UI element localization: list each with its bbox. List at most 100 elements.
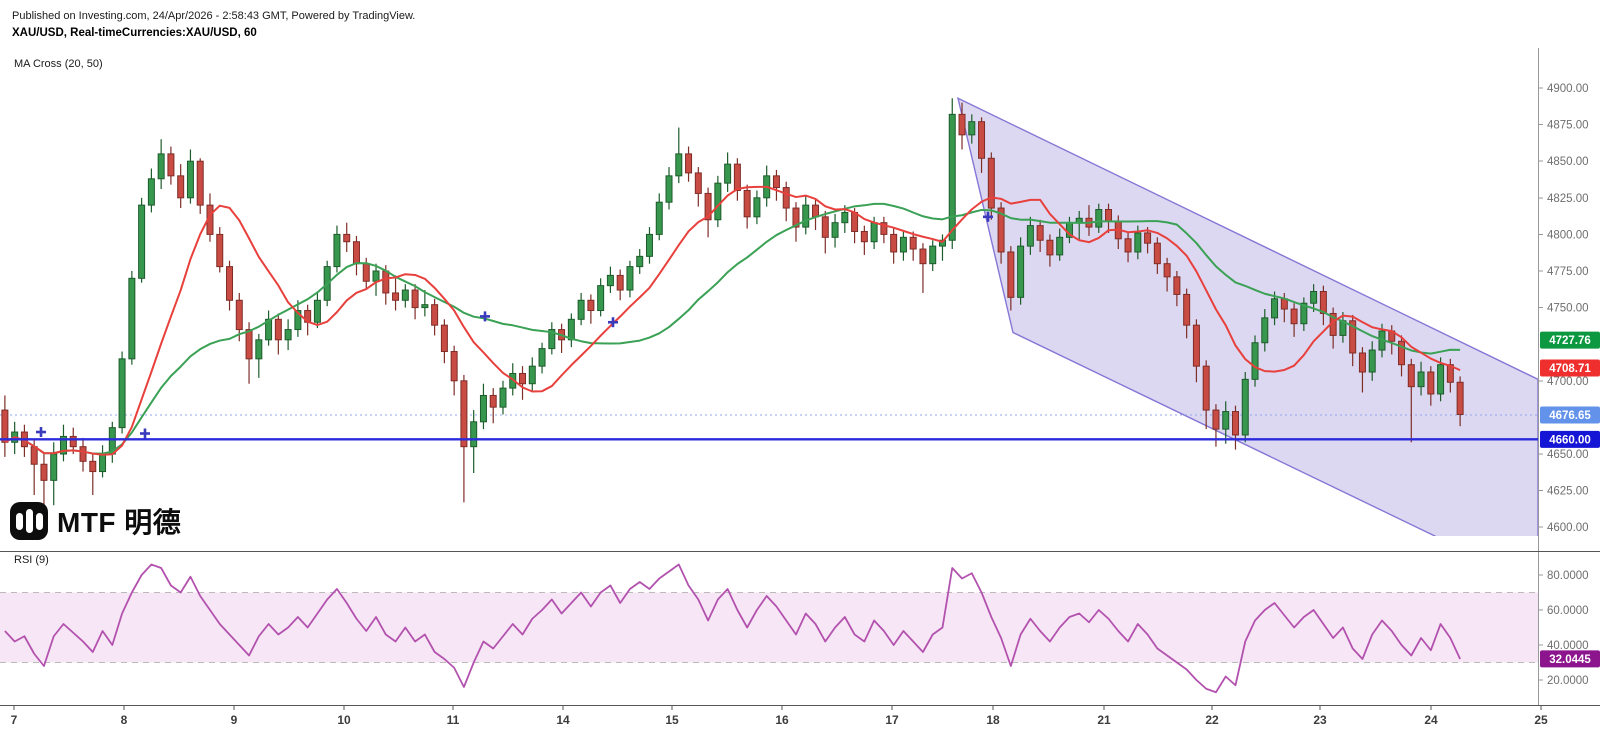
candle-body	[909, 236, 917, 250]
candle-body	[128, 277, 136, 360]
candle	[1, 395, 9, 457]
candle	[675, 127, 683, 184]
candle-body	[1212, 409, 1220, 430]
candle-body	[245, 329, 253, 360]
candle	[59, 424, 67, 462]
candle-body	[421, 304, 429, 309]
candle-body	[919, 248, 927, 265]
candle	[538, 342, 546, 374]
day-label: 10	[337, 713, 351, 727]
candle	[714, 175, 722, 228]
candle-body	[772, 175, 780, 189]
candle	[958, 102, 966, 150]
candle	[177, 164, 185, 209]
candle-body	[235, 299, 243, 331]
candle-body	[743, 189, 751, 218]
last-price-badge: 4676.65	[1540, 406, 1600, 424]
candle	[558, 323, 566, 353]
candle-body	[1046, 239, 1054, 256]
publish-info-line: Published on Investing.com, 24/Apr/2026 …	[12, 10, 416, 22]
candle	[1456, 376, 1464, 427]
price-tick-label: 4650.00	[1547, 449, 1589, 461]
support-line-badge: 4660.00	[1540, 430, 1600, 448]
day-label: 8	[121, 713, 128, 727]
price-tick-label: 4900.00	[1547, 83, 1589, 95]
candle-body	[538, 348, 546, 367]
mtf-logo-icon	[10, 502, 48, 540]
candle-body	[519, 372, 527, 385]
candle-body	[870, 222, 878, 243]
price-tick-label: 4750.00	[1547, 303, 1589, 315]
candle	[978, 117, 986, 173]
candle	[685, 146, 693, 182]
badge-bg	[1540, 359, 1600, 377]
candle-body	[645, 233, 653, 257]
rsi-value-badge: 32.0445	[1540, 650, 1600, 668]
candle	[1368, 341, 1376, 381]
candle-body	[987, 157, 995, 209]
candle	[724, 152, 732, 192]
candle-body	[782, 187, 790, 209]
candle	[1398, 335, 1406, 377]
candle-body	[929, 245, 937, 265]
mtf-logo-text: MTF 明德	[57, 507, 182, 538]
candle-body	[792, 207, 800, 228]
candle	[694, 167, 702, 207]
candle	[392, 275, 400, 311]
candle-body	[1163, 263, 1171, 278]
price-tick-label: 4700.00	[1547, 376, 1589, 388]
candle	[587, 294, 595, 324]
candle	[274, 313, 282, 355]
candle-body	[431, 304, 439, 326]
ma-slow-line	[4, 202, 1461, 455]
candle	[1300, 297, 1308, 332]
candle-body	[1017, 245, 1025, 298]
candle	[519, 366, 527, 400]
rsi-band	[0, 592, 1538, 663]
candle	[548, 322, 556, 355]
candle-body	[40, 463, 48, 481]
candle	[792, 202, 800, 242]
candle-body	[831, 222, 839, 238]
candle	[753, 190, 761, 225]
candle-body	[1173, 276, 1181, 295]
candle-body	[343, 233, 351, 243]
candle-body	[1437, 364, 1445, 395]
candle	[860, 225, 868, 255]
candle	[255, 333, 263, 378]
candle-body	[1398, 340, 1406, 366]
candle	[372, 263, 380, 296]
candle-body	[1280, 298, 1288, 310]
ma-cross-marker	[480, 311, 490, 322]
candle	[186, 149, 194, 204]
candle-body	[841, 211, 849, 224]
ma-cross-marker	[983, 211, 993, 222]
candle-body	[714, 182, 722, 221]
candle	[196, 158, 204, 214]
candle	[440, 319, 448, 364]
candle-body	[997, 207, 1005, 253]
logo-bar-icon	[35, 512, 43, 530]
candle-body	[655, 201, 663, 235]
candle-body	[226, 266, 234, 301]
candle-body	[1241, 378, 1249, 436]
badge-bg	[1540, 406, 1600, 424]
candle-body	[567, 318, 575, 341]
candle-body	[1319, 290, 1327, 314]
rsi-tick-label: 40.0000	[1547, 640, 1589, 652]
day-label: 17	[885, 713, 899, 727]
candle	[606, 266, 614, 293]
candle	[1056, 228, 1064, 261]
candle-body	[968, 121, 976, 136]
candle	[1036, 219, 1044, 252]
candle	[743, 184, 751, 229]
candle-body	[284, 329, 292, 341]
candle	[216, 227, 224, 273]
candle-body	[1271, 298, 1279, 319]
candle-body	[1, 409, 9, 443]
candle-body	[1417, 371, 1425, 388]
candle	[1163, 257, 1171, 292]
candle-body	[499, 387, 507, 408]
candle	[431, 298, 439, 336]
